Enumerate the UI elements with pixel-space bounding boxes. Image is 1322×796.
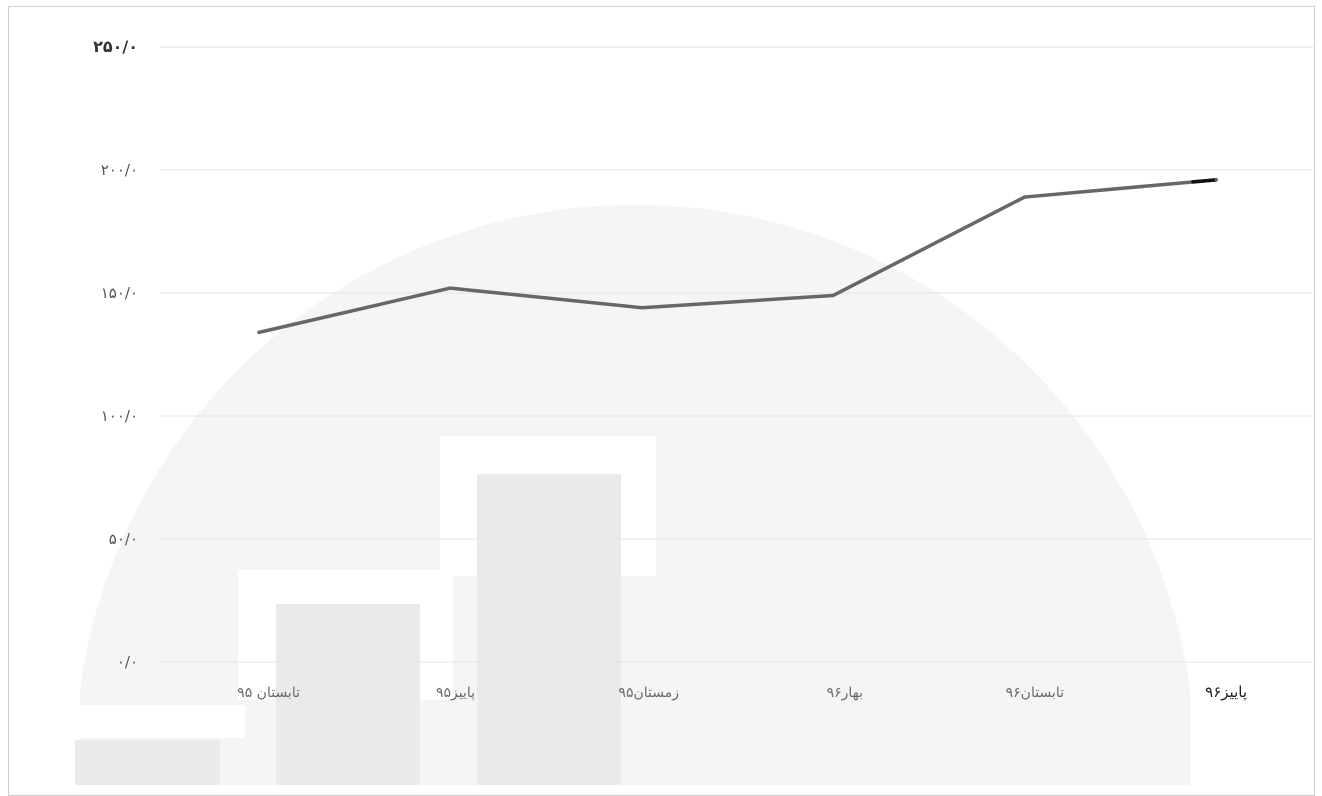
data-point[interactable] — [257, 330, 261, 334]
y-tick-label: ۵۰/۰ — [109, 530, 138, 548]
y-tick-label: ۱۵۰/۰ — [101, 284, 138, 302]
watermark-bar-2 — [276, 604, 420, 785]
data-point[interactable] — [448, 286, 452, 290]
y-tick-label: ۲۰۰/۰ — [101, 161, 138, 179]
data-point[interactable] — [1023, 195, 1027, 199]
watermark-logo — [75, 204, 1190, 785]
x-tick-label: پاییز۹۵ — [436, 685, 475, 701]
series-line — [257, 178, 1218, 335]
x-tick-label: پاییز۹۶ — [1205, 683, 1247, 702]
grid-lines — [160, 46, 1315, 663]
watermark-bar-1-gap — [75, 705, 245, 738]
x-tick-label: تابستان۹۶ — [1006, 685, 1064, 701]
x-tick-label: بهار۹۶ — [827, 685, 863, 701]
series-line-highlight — [1191, 178, 1218, 184]
y-tick-label: ۲۵۰/۰ — [93, 37, 138, 56]
x-axis: تابستان ۹۵ پاییز۹۵ زمستان۹۵ بهار۹۶ تابستان۹۶… — [237, 683, 1247, 702]
x-tick-label: زمستان۹۵ — [618, 685, 679, 701]
y-tick-label: ۱۰۰/۰ — [101, 407, 138, 425]
data-point[interactable] — [831, 293, 835, 297]
data-point[interactable] — [1214, 178, 1218, 182]
series-group — [257, 178, 1218, 335]
y-axis: ۰/۰ ۵۰/۰ ۱۰۰/۰ ۱۵۰/۰ ۲۰۰/۰ ۲۵۰/۰ — [93, 37, 138, 671]
y-tick-label: ۰/۰ — [117, 653, 138, 671]
x-tick-label: تابستان ۹۵ — [237, 685, 300, 701]
watermark-bar-3 — [477, 474, 621, 785]
watermark-bar-1 — [75, 740, 220, 785]
data-point[interactable] — [640, 306, 644, 310]
